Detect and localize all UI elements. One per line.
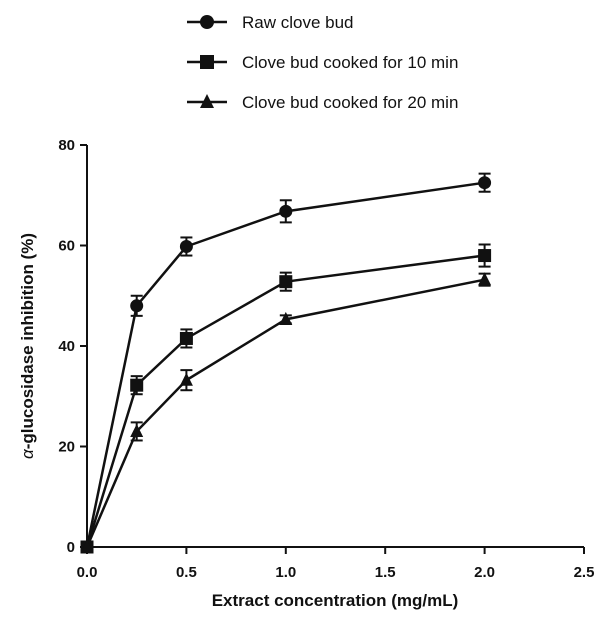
data-point-circle [478, 176, 492, 190]
y-axis-title: α-glucosidase inhibition (%) [18, 233, 37, 459]
y-tick-label: 0 [67, 539, 75, 556]
x-tick-label: 1.5 [375, 564, 396, 581]
legend-marker-square [200, 55, 214, 69]
series-triangle [80, 272, 492, 553]
y-axis-title-group: α-glucosidase inhibition (%) [18, 233, 37, 459]
legend-label: Raw clove bud [242, 13, 354, 32]
legend-marker-circle [200, 15, 214, 29]
data-point-square [279, 275, 293, 289]
x-axis-title: Extract concentration (mg/mL) [212, 591, 459, 610]
series-layer [80, 172, 492, 554]
y-tick-label: 60 [58, 238, 75, 255]
series-circle [80, 172, 492, 554]
data-point-square [179, 331, 193, 345]
data-point-triangle [179, 372, 193, 386]
x-tick-label: 2.0 [474, 564, 495, 581]
data-point-circle [179, 240, 193, 254]
data-point-circle [279, 204, 293, 218]
x-tick-label: 0.0 [77, 564, 98, 581]
data-point-square [478, 249, 492, 263]
legend: Raw clove bud Clove bud cooked for 10 min… [187, 13, 458, 112]
data-point-circle [130, 299, 144, 313]
x-tick-label: 0.5 [176, 564, 197, 581]
legend-item: Raw clove bud [187, 13, 354, 32]
x-tick-label: 1.0 [275, 564, 296, 581]
data-point-square [130, 378, 144, 392]
y-tick-label: 40 [58, 338, 75, 355]
legend-label: Clove bud cooked for 20 min [242, 93, 458, 112]
series-square [80, 243, 492, 554]
data-point-triangle [478, 272, 492, 286]
y-axis-title-alpha: α [18, 448, 37, 459]
series-line [85, 181, 485, 548]
data-point-triangle [80, 539, 94, 553]
x-ticks: 0.0 0.5 1.0 1.5 2.0 2.5 [77, 547, 595, 581]
y-ticks: 0 20 40 60 80 [58, 137, 87, 556]
series-line [85, 254, 485, 548]
legend-marker-triangle [200, 93, 214, 109]
legend-item: Clove bud cooked for 20 min [187, 93, 458, 112]
y-tick-label: 20 [58, 439, 75, 456]
x-tick-label: 2.5 [574, 564, 595, 581]
legend-label: Clove bud cooked for 10 min [242, 53, 458, 72]
y-axis-title-main: -glucosidase inhibition (%) [18, 233, 37, 449]
y-tick-label: 80 [58, 137, 75, 154]
data-point-triangle [130, 423, 144, 438]
legend-item: Clove bud cooked for 10 min [187, 53, 458, 72]
data-point-triangle [279, 311, 293, 325]
